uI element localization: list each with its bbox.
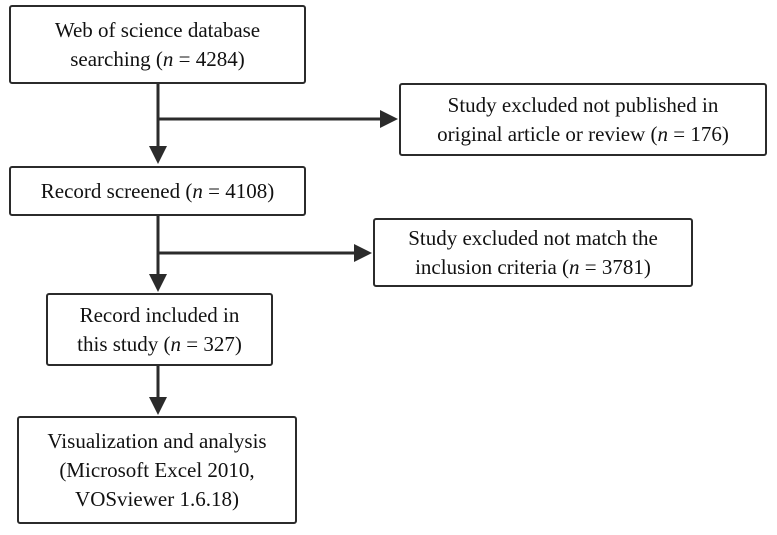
box-excl2-n: n [569,254,580,279]
box-record-screened: Record screened (n = 4108) [9,166,306,216]
box-search-n: n [162,46,174,71]
arrowhead-search-to-screened [149,146,167,164]
arrowhead-screened-to-included [149,274,167,292]
arrowhead-included-to-visualization [149,397,167,415]
box-visual-line3: VOSviewer 1.6.18) [75,486,239,511]
box-excl2-count: = 3781) [579,254,651,279]
box-search-line1: Web of science database [54,17,261,42]
box-excl2-line1: Study excluded not match the [408,225,658,250]
box-included-line2: this study (n = 327) [77,330,242,359]
box-excl1-line1: Study excluded not published in [447,92,719,117]
box-included-n: n [170,331,182,356]
box-screened-prefix: Record screened ( [40,178,193,203]
box-included-line1: Record included in [79,302,240,327]
box-visual-line2: (Microsoft Excel 2010, [59,457,255,482]
box-search-count: = 4284) [173,46,245,71]
box-excl2-prefix: inclusion criteria ( [415,254,570,279]
box-visualization-analysis: Visualization and analysis (Microsoft Ex… [17,416,297,524]
box-excl2-line2: inclusion criteria (n = 3781) [408,253,658,282]
box-search-line2: searching (n = 4284) [55,45,260,74]
box-search-prefix: searching ( [70,46,163,71]
arrowhead-branch-to-excluded-type [380,110,398,128]
box-database-search: Web of science database searching (n = 4… [9,5,306,84]
box-excl1-count: = 176) [668,121,729,146]
box-record-included: Record included in this study (n = 327) [46,293,273,366]
box-visual-line1: Visualization and analysis [47,428,267,453]
box-excluded-criteria: Study excluded not match the inclusion c… [373,218,693,287]
box-included-count: = 327) [181,331,242,356]
box-included-prefix: this study ( [77,331,171,356]
arrowhead-branch-to-excluded-criteria [354,244,372,262]
box-screened-line1: Record screened (n = 4108) [41,177,274,206]
box-excl1-n: n [657,121,669,146]
box-screened-n: n [192,178,203,203]
box-excl1-prefix: original article or review ( [437,121,658,146]
box-excluded-article-type: Study excluded not published in original… [399,83,767,156]
box-excl1-line2: original article or review (n = 176) [437,120,729,149]
box-screened-count: = 4108) [202,178,275,203]
